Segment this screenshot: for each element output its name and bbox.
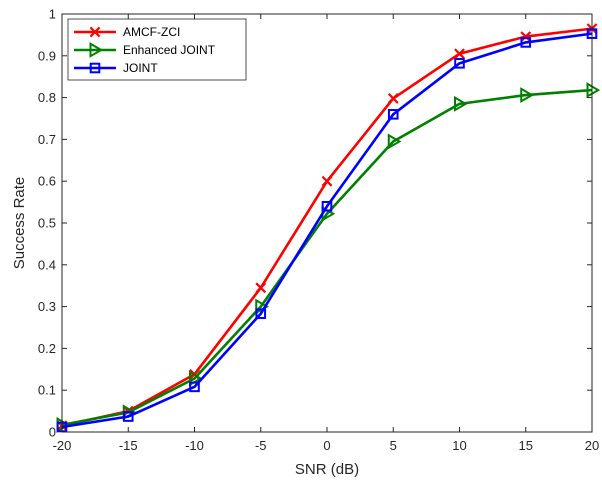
plot-area	[62, 14, 592, 432]
series-2-point-2	[189, 381, 200, 393]
series-1-point-8	[586, 82, 601, 99]
y-tick-label-0: 0	[49, 425, 56, 440]
y-axis-label: Success Rate	[11, 177, 28, 270]
x-axis-label: SNR (dB)	[295, 461, 359, 478]
series-0-point-6	[454, 48, 465, 60]
series-2-point-1	[122, 411, 134, 422]
series-2-point-5	[387, 109, 399, 120]
y-tick-label-9: 0.9	[38, 48, 56, 63]
series-0-point-5	[387, 93, 399, 104]
series-2-point-4	[321, 200, 333, 212]
x-tick-label-5: 5	[390, 438, 397, 453]
y-tick-label-6: 0.6	[38, 174, 56, 189]
x-tick-label-2: -10	[185, 438, 204, 453]
legend-entry-1: Enhanced JOINT	[74, 42, 216, 58]
legend-label-1: Enhanced JOINT	[123, 43, 216, 57]
series-2-point-3	[255, 308, 267, 320]
legend-label-2: JOINT	[123, 61, 158, 75]
series-layer	[56, 23, 601, 433]
series-0-point-4	[321, 175, 333, 187]
legend-label-0: AMCF-ZCI	[123, 25, 180, 39]
x-tick-label-0: -20	[53, 438, 72, 453]
series-2-point-7	[520, 37, 532, 48]
series-0-point-7	[520, 31, 532, 42]
y-tick-label-8: 0.8	[38, 90, 56, 105]
legend-marker-0	[89, 26, 101, 38]
x-tick-label-3: -5	[255, 438, 267, 453]
y-tick-label-5: 0.5	[38, 216, 56, 231]
x-tick-label-7: 15	[519, 438, 533, 453]
legend-marker-2	[89, 62, 101, 74]
ticks-layer: -20 -15 -10 -5 0 5 10 15 20 0 0.1 0.2 0.3 0.4 0.5 0.6 0.…	[38, 7, 599, 454]
y-tick-label-1: 0.1	[38, 383, 56, 398]
y-tick-label-3: 0.3	[38, 299, 56, 314]
series-1-point-7	[520, 87, 534, 104]
x-tick-label-4: 0	[323, 438, 330, 453]
series-1-point-5	[387, 133, 402, 150]
x-tick-label-6: 10	[452, 438, 466, 453]
series-1-point-6	[454, 95, 468, 112]
legend-entry-2: JOINT	[74, 61, 158, 75]
series-line-1	[61, 88, 593, 427]
x-tick-label-1: -15	[119, 438, 138, 453]
legend-marker-1	[89, 42, 104, 58]
series-0	[56, 23, 598, 432]
legend-entry-0: AMCF-ZCI	[74, 25, 180, 39]
y-tick-label-7: 0.7	[38, 132, 56, 147]
series-0-point-3	[255, 282, 267, 294]
series-line-2	[61, 32, 593, 429]
y-tick-label-10: 1	[49, 7, 56, 22]
y-tick-label-2: 0.2	[38, 341, 56, 356]
series-2-point-6	[454, 58, 465, 69]
legend: AMCF-ZCI Enhanced JOINT JOINT	[67, 18, 247, 81]
y-tick-label-4: 0.4	[38, 257, 56, 272]
x-tick-label-8: 20	[585, 438, 599, 453]
